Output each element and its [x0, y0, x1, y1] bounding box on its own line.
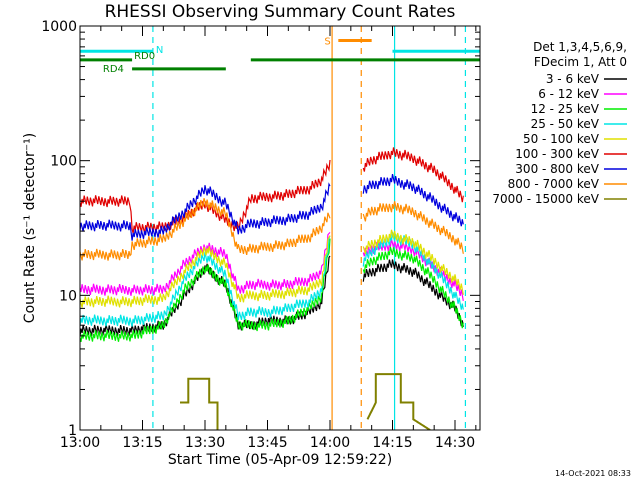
chart-title: RHESSI Observing Summary Count Rates: [105, 2, 456, 22]
y-tick-label: 1000: [41, 19, 77, 35]
legend-entry-label: 25 - 50 keV: [531, 117, 600, 131]
series-line: [80, 231, 331, 296]
series-line: [180, 377, 219, 430]
legend-entry-label: 50 - 100 keV: [523, 132, 600, 146]
series-line: [80, 159, 331, 234]
flag-label: RD0: [134, 51, 155, 62]
series-line: [362, 173, 464, 227]
series-line: [80, 255, 331, 337]
legend-entry-label: 3 - 6 keV: [546, 72, 600, 86]
series-line: [362, 201, 464, 254]
series-line: [362, 246, 464, 329]
legend-header: Det 1,3,4,5,6,9,: [533, 40, 627, 54]
legend-entry-label: 7000 - 15000 keV: [492, 192, 599, 206]
legend-entry-label: 12 - 25 keV: [531, 102, 600, 116]
legend-entry-label: 100 - 300 keV: [515, 147, 599, 161]
plot-frame: [79, 25, 481, 431]
x-tick-label: 14:00: [310, 435, 350, 451]
legend-entry-label: 6 - 12 keV: [538, 87, 600, 101]
flag-label: RD4: [103, 64, 124, 75]
series-line: [366, 373, 431, 430]
date-stamp: 14-Oct-2021 08:33: [555, 469, 631, 478]
y-tick-label: 10: [59, 288, 77, 304]
x-tick-label: 13:45: [247, 435, 287, 451]
x-tick-label: 13:15: [122, 435, 162, 451]
flag-label: S: [324, 37, 330, 48]
x-tick-label: 13:30: [185, 435, 225, 451]
legend-entry-label: 800 - 7000 keV: [508, 177, 600, 191]
series-line: [362, 147, 464, 203]
flag-label: N: [156, 45, 163, 56]
series-line: [80, 182, 331, 241]
x-tick-label: 14:30: [435, 435, 475, 451]
x-tick-label: 14:15: [372, 435, 412, 451]
x-axis-label: Start Time (05-Apr-09 12:59:22): [168, 452, 392, 468]
series-line: [362, 238, 464, 302]
x-tick-label: 13:00: [60, 435, 100, 451]
y-tick-label: 100: [50, 154, 77, 170]
legend-entry-label: 300 - 800 keV: [515, 162, 599, 176]
y-tick-label: 1: [68, 423, 77, 439]
series-line: [362, 259, 464, 327]
series-line: [80, 198, 331, 261]
plot-area: [80, 26, 480, 430]
series-line: [80, 235, 331, 308]
y-axis-label: Count Rate (s⁻¹ detector⁻¹): [22, 133, 38, 323]
series-line: [362, 229, 464, 295]
legend-header: FDecim 1, Att 0: [534, 55, 627, 69]
series-line: [80, 238, 331, 343]
